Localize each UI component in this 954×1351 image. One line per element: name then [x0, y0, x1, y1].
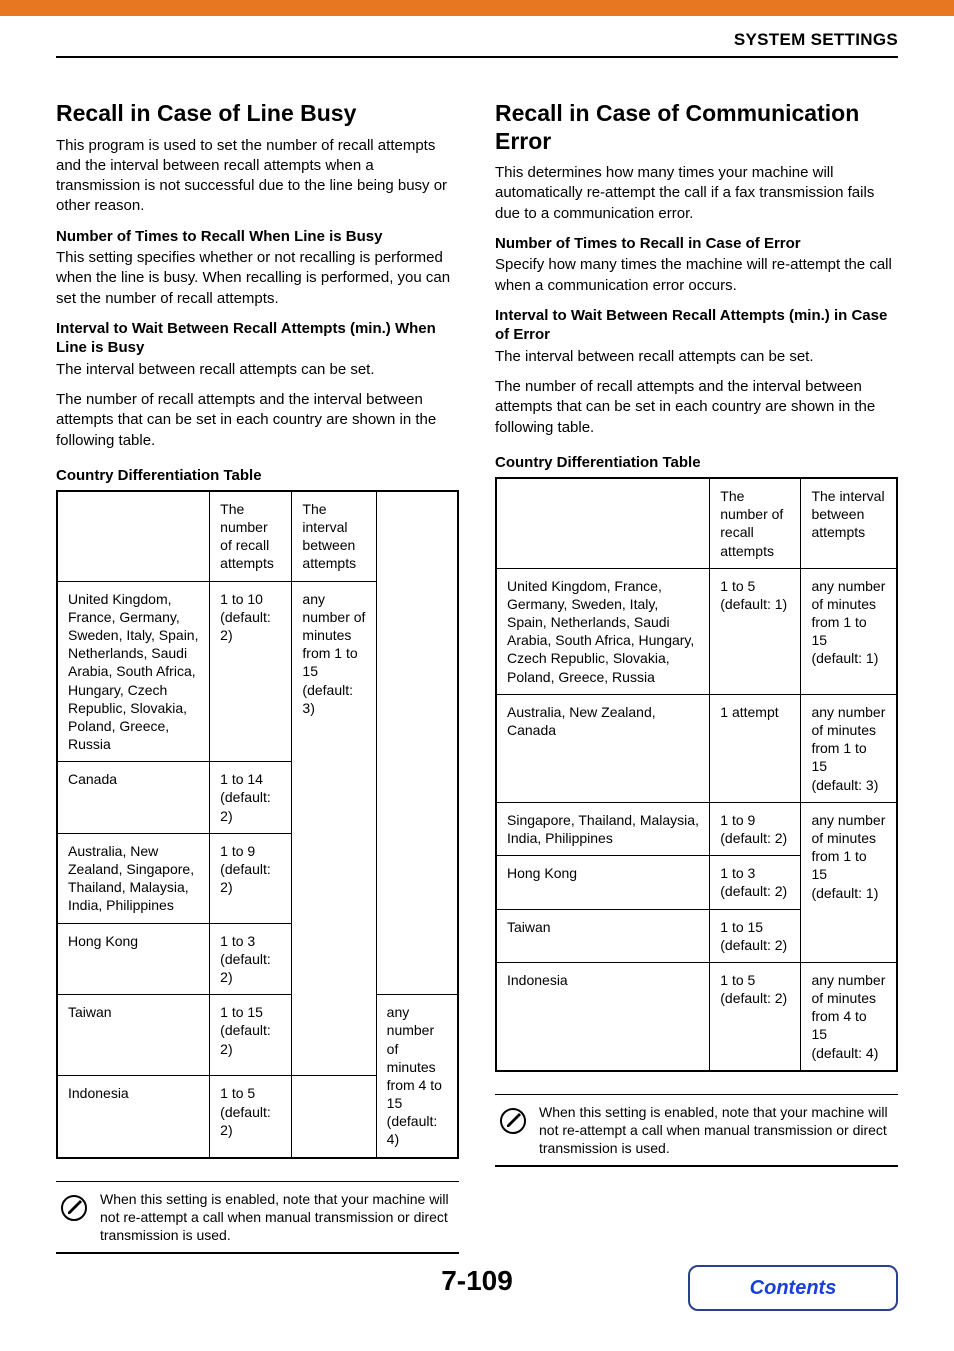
cell-attempts: 1 to 10 (default: 2): [210, 581, 292, 762]
cell-countries: Hong Kong: [496, 856, 710, 909]
right-intro: This determines how many times your mach…: [495, 163, 898, 224]
table-row: Canada1 to 14 (default: 2): [57, 762, 458, 834]
cell-interval: any number of minutes from 1 to 15 (defa…: [801, 802, 897, 962]
right-sub1-title: Number of Times to Recall in Case of Err…: [495, 234, 898, 254]
cell-attempts: 1 to 5 (default: 2): [210, 1076, 292, 1158]
right-note-box: When this setting is enabled, note that …: [495, 1094, 898, 1168]
content-columns: Recall in Case of Line Busy This program…: [56, 90, 898, 1254]
cell-attempts: 1 to 3 (default: 2): [210, 923, 292, 995]
right-column: Recall in Case of Communication Error Th…: [495, 90, 898, 1254]
left-sub1-title: Number of Times to Recall When Line is B…: [56, 227, 459, 247]
left-sub2-body: The interval between recall attempts can…: [56, 360, 459, 380]
cell-interval: any number of minutes from 4 to 15 (defa…: [376, 995, 458, 1158]
cell-attempts: 1 to 3 (default: 2): [710, 856, 801, 909]
table-row: Taiwan1 to 15 (default: 2)any number of …: [57, 995, 458, 1076]
cell-countries: Hong Kong: [57, 923, 210, 995]
cell-countries: Indonesia: [496, 962, 710, 1070]
right-table-body: United Kingdom, France, Germany, Sweden,…: [496, 568, 897, 1071]
right-note-text: When this setting is enabled, note that …: [539, 1103, 892, 1158]
left-lead: The number of recall attempts and the in…: [56, 390, 459, 451]
table-row: Australia, New Zealand, Singapore, Thail…: [57, 833, 458, 923]
cell-attempts: 1 to 9 (default: 2): [210, 833, 292, 923]
cell-countries: Indonesia: [57, 1076, 210, 1158]
cell-countries: United Kingdom, France, Germany, Sweden,…: [57, 581, 210, 762]
cell-interval: any number of minutes from 1 to 15 (defa…: [292, 581, 376, 1076]
cell-attempts: 1 to 15 (default: 2): [210, 995, 292, 1076]
left-sub2-title: Interval to Wait Between Recall Attempts…: [56, 319, 459, 358]
cell-attempts: 1 attempt: [710, 694, 801, 802]
cell-countries: Australia, New Zealand, Canada: [496, 694, 710, 802]
right-table-caption: Country Differentiation Table: [495, 454, 898, 471]
cell-attempts: 1 to 15 (default: 2): [710, 909, 801, 962]
left-country-table: The number of recall attempts The interv…: [56, 490, 459, 1159]
cell-interval: any number of minutes from 4 to 15 (defa…: [801, 962, 897, 1070]
table-header-row: The number of recall attempts The interv…: [57, 491, 458, 581]
cell-attempts: 1 to 5 (default: 2): [710, 962, 801, 1070]
table-row: Singapore, Thailand, Malaysia, India, Ph…: [496, 802, 897, 855]
table-row: Australia, New Zealand, Canada1 attempta…: [496, 694, 897, 802]
page-header-title: SYSTEM SETTINGS: [56, 30, 898, 50]
right-sub2-title: Interval to Wait Between Recall Attempts…: [495, 306, 898, 345]
table-header-blank: [57, 491, 210, 581]
cell-countries: Singapore, Thailand, Malaysia, India, Ph…: [496, 802, 710, 855]
table-header-row: The number of recall attempts The interv…: [496, 478, 897, 568]
cell-countries: Australia, New Zealand, Singapore, Thail…: [57, 833, 210, 923]
cell-countries: United Kingdom, France, Germany, Sweden,…: [496, 568, 710, 694]
right-section-title: Recall in Case of Communication Error: [495, 100, 898, 155]
right-sub2-body: The interval between recall attempts can…: [495, 347, 898, 367]
left-note-text: When this setting is enabled, note that …: [100, 1190, 453, 1245]
cell-countries: Taiwan: [57, 995, 210, 1076]
table-header-attempts: The number of recall attempts: [710, 478, 801, 568]
table-header-interval: The interval between attempts: [801, 478, 897, 568]
cell-interval: any number of minutes from 1 to 15 (defa…: [801, 568, 897, 694]
table-header-attempts: The number of recall attempts: [210, 491, 292, 581]
left-table-body: United Kingdom, France, Germany, Sweden,…: [57, 581, 458, 1158]
table-header-interval: The interval between attempts: [292, 491, 376, 581]
right-country-table: The number of recall attempts The interv…: [495, 477, 898, 1072]
table-row: United Kingdom, France, Germany, Sweden,…: [57, 581, 458, 762]
cell-attempts: 1 to 5 (default: 1): [710, 568, 801, 694]
page-header-area: SYSTEM SETTINGS: [56, 30, 898, 58]
cell-attempts: 1 to 9 (default: 2): [710, 802, 801, 855]
left-column: Recall in Case of Line Busy This program…: [56, 90, 459, 1254]
left-sub1-body: This setting specifies whether or not re…: [56, 248, 459, 309]
contents-button[interactable]: Contents: [688, 1265, 898, 1311]
cell-attempts: 1 to 14 (default: 2): [210, 762, 292, 834]
left-section-title: Recall in Case of Line Busy: [56, 100, 459, 128]
right-lead: The number of recall attempts and the in…: [495, 377, 898, 438]
cell-countries: Canada: [57, 762, 210, 834]
pencil-circle-icon: [60, 1194, 88, 1227]
table-row: Hong Kong1 to 3 (default: 2): [57, 923, 458, 995]
table-row: United Kingdom, France, Germany, Sweden,…: [496, 568, 897, 694]
pencil-circle-icon: [499, 1107, 527, 1140]
top-accent-bar: [0, 0, 954, 16]
header-rule: [56, 56, 898, 58]
left-table-caption: Country Differentiation Table: [56, 467, 459, 484]
left-intro: This program is used to set the number o…: [56, 136, 459, 217]
cell-countries: Taiwan: [496, 909, 710, 962]
table-header-blank: [496, 478, 710, 568]
table-row: Indonesia1 to 5 (default: 2)any number o…: [496, 962, 897, 1070]
cell-interval: any number of minutes from 1 to 15 (defa…: [801, 694, 897, 802]
right-sub1-body: Specify how many times the machine will …: [495, 255, 898, 296]
left-note-box: When this setting is enabled, note that …: [56, 1181, 459, 1255]
